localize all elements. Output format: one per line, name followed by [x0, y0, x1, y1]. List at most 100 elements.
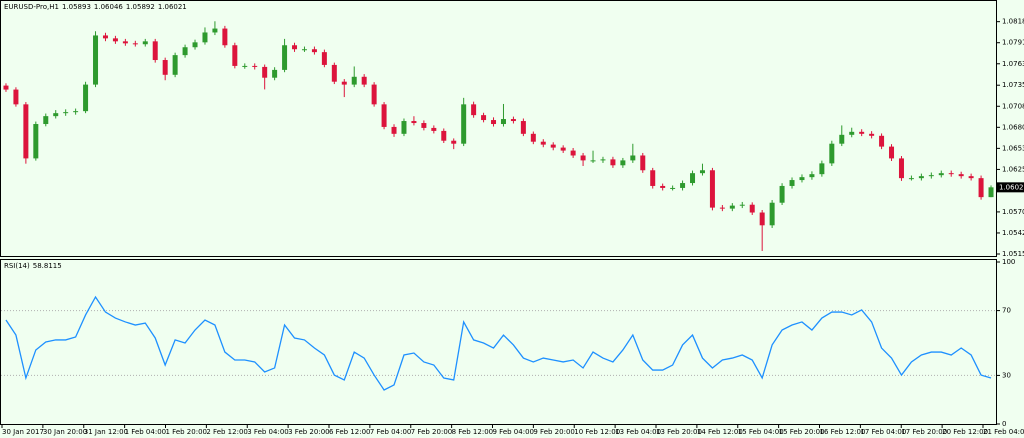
main-panel-border: [0, 0, 997, 257]
candle-body: [680, 183, 686, 188]
candle-body: [510, 119, 516, 122]
candle-body: [93, 35, 99, 85]
candle-body: [242, 65, 248, 67]
candle-body: [182, 47, 188, 56]
y-tick-label: 1.05700: [1002, 208, 1024, 216]
y-tick-label: 1.07635: [1002, 60, 1024, 68]
y-tick-label: 1.07355: [1002, 81, 1024, 89]
x-tick-label: 16 Feb 12:00: [820, 428, 866, 436]
candle-body: [431, 127, 437, 131]
candle-body: [839, 134, 845, 144]
candle-body: [481, 115, 487, 121]
candle-body: [351, 76, 357, 85]
x-tick-label: 17 Feb 04:00: [860, 428, 906, 436]
candle-body: [958, 174, 964, 177]
candle-body: [192, 42, 198, 48]
candle-body: [650, 170, 656, 186]
candle-body: [441, 130, 447, 141]
frame: [0, 0, 997, 425]
candle-body: [859, 131, 865, 134]
candle-body: [301, 49, 307, 51]
x-tick-label: 14 Feb 12:00: [697, 428, 743, 436]
candle-body: [739, 204, 745, 206]
candle-body: [361, 76, 367, 85]
last-high: 1.06046: [94, 3, 123, 11]
candle-body: [63, 112, 69, 114]
candle-body: [819, 163, 825, 175]
candle-body: [331, 64, 337, 82]
candle-body: [590, 160, 596, 162]
candle-body: [132, 43, 138, 45]
candle-body: [829, 143, 835, 164]
candle-body: [709, 170, 715, 208]
candle-body: [142, 41, 148, 45]
candle-body: [292, 45, 298, 50]
candle-body: [879, 135, 885, 147]
candle-body: [550, 144, 556, 148]
candle-body: [699, 170, 705, 174]
candle-body: [421, 123, 427, 128]
candle-body: [978, 178, 984, 198]
y-tick-label: 1.06530: [1002, 144, 1024, 152]
candle-body: [411, 121, 417, 124]
candle-body: [202, 32, 208, 43]
candle-body: [869, 133, 875, 136]
candle-body: [988, 187, 994, 198]
candle-body: [759, 212, 765, 226]
x-tick-label: 8 Feb 12:00: [452, 428, 493, 436]
candle-body: [391, 126, 397, 134]
rsi-line: [5, 295, 992, 391]
candle-body: [600, 159, 606, 161]
candle-body: [252, 65, 258, 67]
y-tick-label: 100: [1002, 258, 1015, 266]
y-tick-label: 1.06255: [1002, 165, 1024, 173]
candle-body: [630, 155, 636, 161]
x-tick-label: 3 Feb 20:00: [288, 428, 329, 436]
candle-body: [152, 41, 158, 61]
candle-body: [222, 28, 228, 46]
y-tick-label: 1.08185: [1002, 18, 1024, 26]
x-tick-label: 20 Feb 12:00: [942, 428, 988, 436]
last-open: 1.05893: [62, 3, 91, 11]
candle-body: [520, 121, 526, 134]
candle-body: [282, 45, 288, 70]
candle-body: [172, 55, 178, 75]
x-tick-label: 3 Feb 04:00: [247, 428, 288, 436]
x-tick-label: 21 Feb 04:00: [983, 428, 1024, 436]
candle-body: [232, 45, 238, 66]
y-tick-label: 0: [1002, 420, 1006, 428]
y-tick-label: 1.06805: [1002, 123, 1024, 131]
x-tick-label: 13 Feb 04:00: [615, 428, 661, 436]
candle-body: [530, 133, 536, 142]
candle-body: [321, 52, 327, 65]
candle-body: [968, 176, 974, 179]
candle-body: [908, 178, 914, 180]
candle-body: [102, 35, 108, 39]
x-tick-label: 13 Feb 20:00: [656, 428, 702, 436]
candle-body: [948, 173, 954, 175]
candle-body: [719, 207, 725, 209]
candle-body: [53, 113, 59, 117]
candle-body: [122, 41, 128, 44]
last-close: 1.06021: [158, 3, 187, 11]
candle-body: [570, 150, 576, 156]
y-tick-label: 1.05150: [1002, 250, 1024, 258]
price-header: EURUSD-Pro,H1 1.05893 1.06046 1.05892 1.0602…: [4, 3, 187, 11]
rsi-current: 58.8115: [33, 262, 62, 270]
y-tick-label: 1.05425: [1002, 229, 1024, 237]
x-tick-label: 15 Feb 20:00: [779, 428, 825, 436]
candle-body: [640, 155, 646, 171]
y-tick-label: 1.07910: [1002, 39, 1024, 47]
symbol: EURUSD-Pro,H1: [4, 3, 59, 11]
candle-body: [83, 84, 89, 112]
candle-body: [610, 159, 616, 166]
candle-body: [212, 28, 218, 33]
x-tick-label: 1 Feb 04:00: [125, 428, 166, 436]
candle-body: [660, 185, 666, 188]
x-tick-label: 1 Feb 20:00: [166, 428, 207, 436]
candle-body: [73, 111, 79, 113]
candle-body: [471, 104, 477, 116]
candle-body: [3, 85, 9, 90]
y-tick-label: 70: [1002, 307, 1011, 315]
candle-body: [580, 155, 586, 161]
